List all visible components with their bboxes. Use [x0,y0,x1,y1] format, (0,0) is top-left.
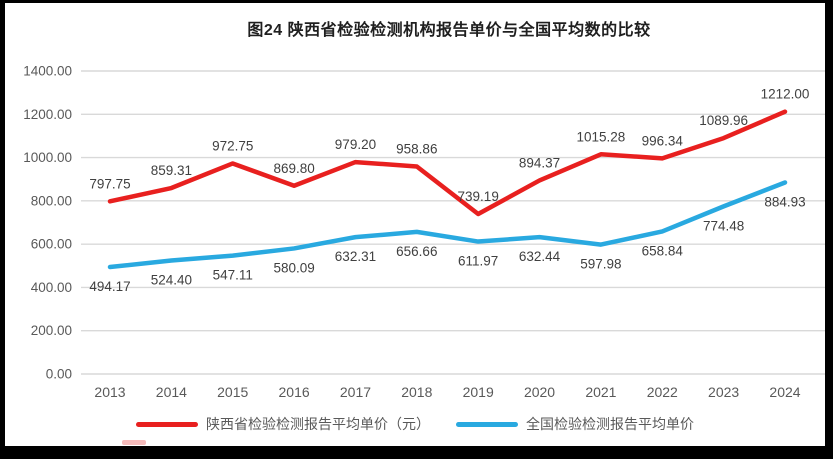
data-label: 859.31 [151,163,192,178]
x-axis-tick-label: 2014 [156,384,187,400]
data-label: 547.11 [213,268,253,283]
x-axis-tick-label: 2017 [340,384,371,400]
data-label: 632.31 [335,249,376,264]
x-axis-tick-label: 2019 [463,384,494,400]
chart-legend: 陕西省检验检测报告平均单价（元） 全国检验检测报告平均单价 [5,414,825,434]
data-label: 996.34 [642,133,684,148]
y-axis-tick-label: 1400.00 [23,64,72,79]
y-axis-tick-label: 800.00 [31,193,72,208]
data-label: 797.75 [89,176,130,191]
data-label: 611.97 [458,254,498,269]
x-axis-tick-label: 2018 [401,384,432,400]
x-axis-tick-label: 2013 [94,384,125,400]
data-label: 979.20 [335,137,376,152]
legend-label-shaanxi: 陕西省检验检测报告平均单价（元） [206,416,430,432]
y-axis-tick-label: 600.00 [31,237,72,252]
data-label: 658.84 [642,243,684,258]
data-label: 494.17 [89,279,130,294]
y-axis-tick-label: 1200.00 [23,107,72,122]
data-label: 774.48 [703,218,744,233]
data-label: 1089.96 [699,113,748,128]
data-label: 972.75 [212,138,253,153]
legend-label-national: 全国检验检测报告平均单价 [526,416,694,432]
series-line-0 [107,109,788,217]
legend-line-swatch-blue [456,421,518,427]
y-axis-tick-label: 0.00 [46,367,72,382]
data-label: 580.09 [273,260,314,275]
legend-item-shaanxi: 陕西省检验检测报告平均单价（元） [136,414,430,434]
data-label: 524.40 [151,273,192,288]
data-label: 1212.00 [761,87,810,102]
x-axis-tick-label: 2021 [585,384,616,400]
legend-line-swatch-red [136,421,198,427]
x-axis-tick-label: 2020 [524,384,555,400]
x-axis-tick-label: 2023 [708,384,739,400]
data-label: 597.98 [580,257,621,272]
x-axis-tick-label: 2015 [217,384,248,400]
data-label: 894.37 [519,155,560,170]
y-axis-tick-label: 400.00 [31,280,72,295]
data-label: 958.86 [396,141,437,156]
line-chart: 0.00 200.00 400.00 600.00 800.00 1000.00 1200.… [23,64,825,400]
x-axis-tick-label: 2024 [769,384,800,400]
chart-title: 图24 陕西省检验检测机构报告单价与全国平均数的比较 [247,22,651,39]
x-axis-tick-label: 2016 [279,384,310,400]
data-label: 869.80 [273,161,314,176]
series-line-1 [107,180,788,270]
data-label: 632.44 [519,249,561,264]
y-axis-tick-label: 1000.00 [23,150,72,165]
data-label: 1015.28 [577,129,626,144]
data-label: 656.66 [396,244,437,259]
x-axis-tick-label: 2022 [647,384,678,400]
legend-item-national: 全国检验检测报告平均单价 [456,414,694,434]
cropped-red-text-artifact [122,440,146,445]
data-label: 884.93 [764,194,805,209]
data-label: 739.19 [458,189,499,204]
y-axis-tick-label: 200.00 [31,323,72,338]
